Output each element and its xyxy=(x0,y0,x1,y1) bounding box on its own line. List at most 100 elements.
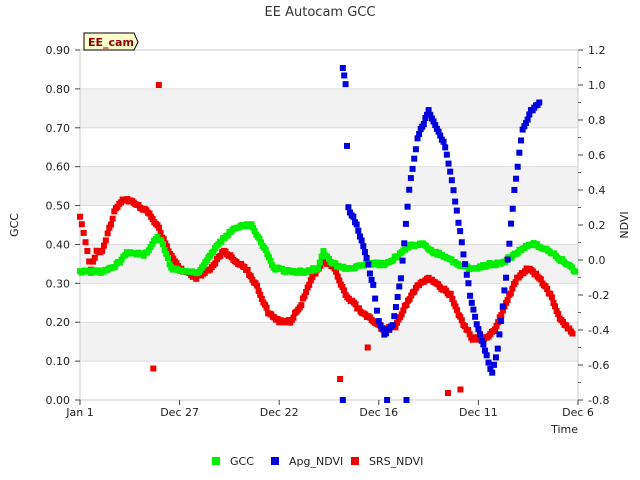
data-point xyxy=(544,285,551,292)
data-point xyxy=(466,331,473,338)
y-right-tick-label: 0.4 xyxy=(588,184,606,197)
data-point xyxy=(457,228,464,235)
x-axis-label: Time xyxy=(550,423,578,436)
data-point xyxy=(306,281,313,288)
outlier-point xyxy=(457,386,464,393)
data-point xyxy=(443,151,450,158)
data-point xyxy=(218,238,225,245)
data-point xyxy=(341,287,348,294)
data-point xyxy=(339,284,346,291)
data-point xyxy=(200,262,207,269)
legend-swatch-apg-ndvi xyxy=(271,457,279,465)
data-point xyxy=(353,221,360,228)
x-tick-label: Dec 22 xyxy=(260,406,299,419)
data-point xyxy=(149,241,156,248)
grid-band xyxy=(80,322,578,362)
outlier-point xyxy=(444,390,451,396)
data-point xyxy=(485,359,492,366)
data-point xyxy=(526,111,533,118)
data-point xyxy=(361,249,368,256)
series-apg-ndvi xyxy=(339,65,543,376)
data-point xyxy=(449,295,456,302)
data-point xyxy=(496,331,503,338)
data-point xyxy=(424,111,431,118)
data-point xyxy=(274,315,281,322)
outlier-point xyxy=(384,397,391,403)
data-point xyxy=(522,120,529,127)
data-point xyxy=(416,131,423,138)
data-point xyxy=(332,260,339,267)
data-point xyxy=(303,289,310,296)
outlier-point xyxy=(155,82,162,88)
y-axis-left-label: GCC xyxy=(8,213,21,237)
data-point xyxy=(395,254,402,261)
data-point xyxy=(445,160,452,167)
y-right-tick-label: 0.2 xyxy=(588,219,606,232)
data-point xyxy=(504,296,511,303)
data-point xyxy=(478,337,485,344)
data-point xyxy=(404,203,411,210)
data-point xyxy=(397,275,404,282)
data-point xyxy=(458,239,465,246)
data-point xyxy=(437,132,444,139)
data-point xyxy=(91,254,98,261)
data-point xyxy=(373,307,380,314)
chart-title: EE Autocam GCC xyxy=(265,5,376,20)
data-point xyxy=(489,369,496,376)
data-point xyxy=(163,250,170,257)
data-point xyxy=(511,186,518,193)
data-point xyxy=(455,219,462,226)
data-point xyxy=(256,235,263,242)
data-point xyxy=(107,221,114,228)
data-point xyxy=(425,107,432,114)
data-point xyxy=(389,257,396,264)
data-point xyxy=(161,247,168,254)
grid-band xyxy=(80,88,578,128)
y-axis-right-ticks: -0.8 -0.6 -0.4 -0.2 0.0 0.2 0.4 0.6 0.8 1.0 1.2 xyxy=(578,44,609,407)
data-point xyxy=(341,72,348,79)
data-point xyxy=(548,294,555,301)
data-point xyxy=(100,242,107,249)
data-point xyxy=(480,341,487,348)
legend-swatch-srs-ndvi xyxy=(351,457,359,465)
data-point xyxy=(569,330,576,337)
data-point xyxy=(251,228,258,235)
data-point xyxy=(442,144,449,151)
data-point xyxy=(350,213,357,220)
data-point xyxy=(86,258,93,265)
data-point xyxy=(84,247,91,254)
data-point xyxy=(465,280,472,287)
data-point xyxy=(492,354,499,361)
data-point xyxy=(118,256,125,263)
data-point xyxy=(452,198,459,205)
data-point xyxy=(501,287,508,294)
data-point xyxy=(316,259,323,266)
data-point xyxy=(352,301,359,308)
data-point xyxy=(393,319,400,326)
data-point xyxy=(537,276,544,283)
data-point xyxy=(499,303,506,310)
data-point xyxy=(248,221,255,228)
x-tick-label: Dec 6 xyxy=(562,406,594,419)
data-point xyxy=(422,114,429,121)
data-point xyxy=(536,99,543,106)
data-point xyxy=(258,295,265,302)
data-point xyxy=(494,345,501,352)
data-point xyxy=(448,177,455,184)
y-left-tick-label: 0.00 xyxy=(46,394,71,407)
data-point xyxy=(111,208,118,215)
data-point xyxy=(392,304,399,311)
data-point xyxy=(516,149,523,156)
data-point xyxy=(203,257,210,264)
data-point xyxy=(432,122,439,129)
data-point xyxy=(572,268,579,275)
data-point xyxy=(257,291,264,298)
data-point xyxy=(312,270,319,277)
data-point xyxy=(473,321,480,328)
data-point xyxy=(104,230,111,237)
data-point xyxy=(420,120,427,127)
data-point xyxy=(498,312,505,319)
data-point xyxy=(491,361,498,368)
data-point xyxy=(547,290,554,297)
